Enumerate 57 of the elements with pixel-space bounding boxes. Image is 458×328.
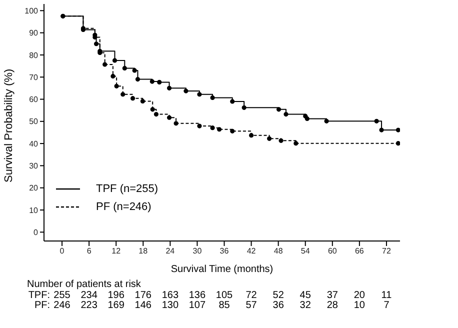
- text: TPF:: [27, 290, 50, 301]
- x-tick-label: 18: [138, 246, 148, 256]
- text: 169: [106, 300, 126, 311]
- text: 107: [188, 300, 207, 311]
- text: 57: [244, 300, 258, 311]
- y-tick-label: 70: [29, 72, 39, 82]
- text: 234: [80, 290, 98, 301]
- x-tick-label: 72: [382, 246, 392, 256]
- x-tick-label: 60: [328, 246, 338, 256]
- x-tick-label: 54: [300, 246, 310, 256]
- x-tick-label: 48: [274, 246, 284, 256]
- text: 85: [218, 300, 231, 311]
- text: 255: [54, 290, 70, 301]
- x-tick-label: 6: [86, 246, 92, 256]
- text: 36: [272, 300, 285, 311]
- text: Number of patients at risk: [27, 279, 141, 290]
- text: 136: [188, 290, 207, 301]
- y-tick-label: 50: [29, 117, 39, 126]
- x-tick-label: 66: [354, 246, 364, 256]
- text: 105: [214, 290, 234, 301]
- x-tick-label: 0: [60, 246, 65, 256]
- text: 176: [134, 290, 152, 301]
- text: 45: [298, 290, 312, 301]
- y-tick-label: 80: [29, 50, 39, 60]
- x-tick-label: 12: [112, 246, 122, 256]
- text: 52: [272, 290, 285, 301]
- x-tick-label: 24: [166, 246, 176, 256]
- text: 11: [380, 290, 393, 301]
- text: 37: [326, 290, 339, 301]
- y-tick-label: 90: [29, 28, 39, 38]
- y-axis-title: Survival Probability (%): [2, 68, 15, 182]
- legend-label: PF (n=246): [96, 200, 152, 213]
- y-tick-label: 0: [34, 228, 39, 237]
- text: 223: [80, 300, 98, 311]
- x-axis-title: Survival Time (months): [170, 264, 274, 275]
- y-tick-label: 20: [29, 184, 39, 193]
- text: 10: [352, 300, 366, 311]
- x-tick-label: 36: [220, 246, 230, 256]
- text: 163: [160, 290, 180, 301]
- text: 7: [382, 300, 390, 311]
- text: 146: [134, 300, 152, 311]
- y-tick-label: 100: [24, 6, 39, 16]
- y-tick-label: 30: [29, 162, 39, 171]
- text: 28: [326, 300, 339, 311]
- text: 196: [106, 290, 126, 301]
- x-tick-label: 42: [246, 246, 256, 256]
- y-tick-label: 40: [29, 139, 39, 148]
- text: PF:: [33, 300, 50, 311]
- text: 246: [54, 300, 70, 311]
- text: 130: [160, 300, 180, 311]
- y-tick-label: 10: [29, 206, 39, 215]
- text: 32: [298, 300, 312, 311]
- text: 72: [244, 290, 258, 301]
- y-tick-label: 60: [29, 95, 39, 104]
- legend-label: TPF (n=255): [96, 182, 158, 195]
- x-tick-label: 30: [192, 246, 202, 256]
- text: 20: [352, 290, 366, 301]
